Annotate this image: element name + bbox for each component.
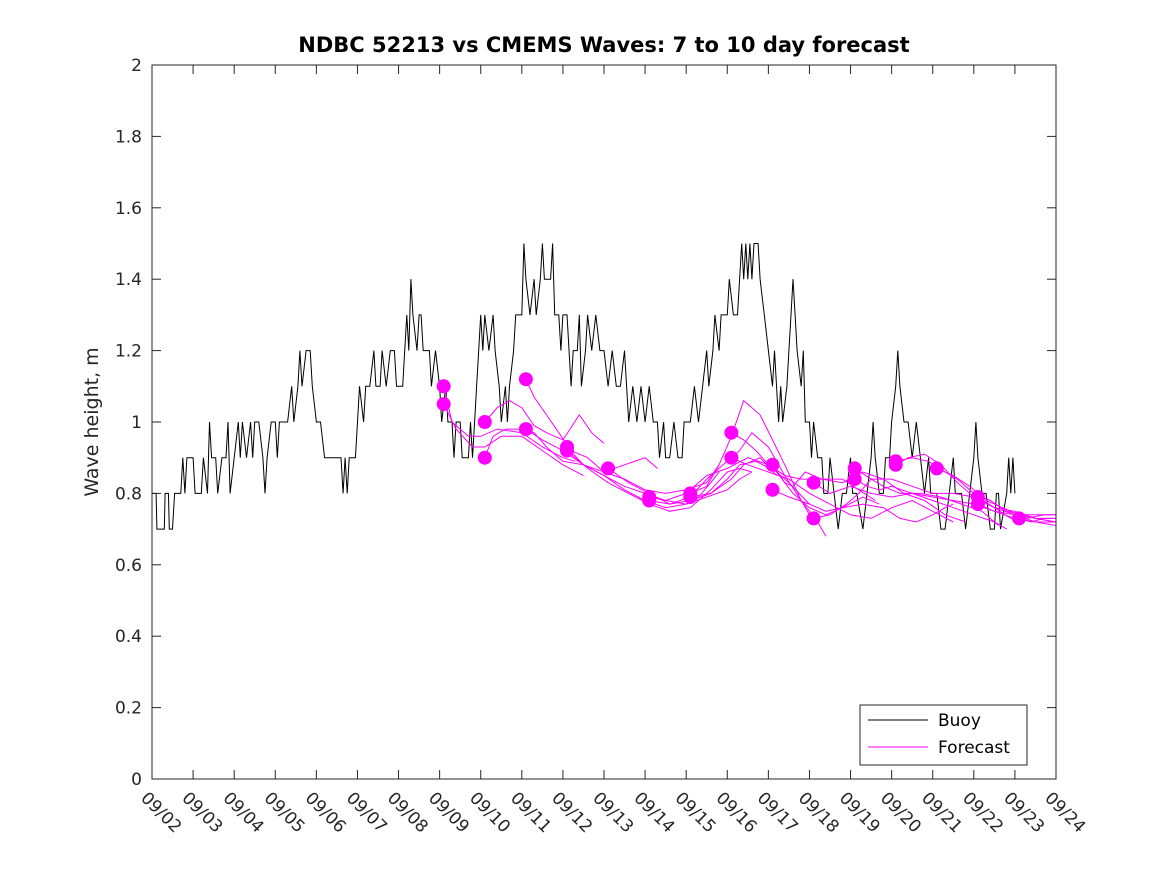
forecast-line-3 [484, 428, 658, 473]
forecast-start-marker-3 [477, 450, 492, 465]
forecast-start-marker-1 [436, 379, 451, 394]
forecast-start-marker-2 [477, 415, 492, 429]
forecast-start-marker-12 [683, 490, 698, 504]
forecast-line-16 [772, 489, 954, 523]
y-tick-label: 1.8 [115, 127, 142, 147]
forecast-start-marker-5 [518, 422, 533, 437]
forecast-line-8 [607, 457, 777, 505]
forecast-line-2 [484, 400, 605, 444]
legend: Buoy Forecast [859, 704, 1028, 766]
forecast-start-marker-7 [560, 443, 574, 458]
legend-label-buoy: Buoy [938, 711, 981, 731]
y-tick-label: 0 [131, 770, 142, 790]
y-axis-label: Wave height, m [81, 347, 103, 496]
forecast-start-marker-19 [847, 461, 862, 476]
series-layer [152, 243, 1056, 537]
y-tick-label: 2 [131, 56, 142, 76]
chart-title: NDBC 52213 vs CMEMS Waves: 7 to 10 day f… [298, 33, 909, 57]
forecast-line-7 [566, 450, 753, 512]
forecast-start-marker-23 [929, 461, 944, 476]
y-tick-label: 0.4 [115, 627, 142, 647]
forecast-start-marker-0 [436, 397, 451, 412]
forecast-start-marker-13 [724, 425, 739, 440]
forecast-start-marker-16 [765, 482, 780, 497]
y-tick-label: 0.6 [115, 556, 142, 576]
forecast-line-18 [813, 478, 999, 526]
forecast-start-marker-26 [1012, 511, 1026, 526]
forecast-line-5 [525, 428, 720, 505]
forecast-start-marker-8 [601, 461, 616, 476]
y-tick-label: 1.4 [115, 270, 142, 290]
forecast-start-marker-14 [724, 450, 739, 465]
forecast-line-11 [690, 399, 827, 537]
forecast-start-marker-10 [642, 493, 657, 508]
forecast-line-20 [854, 478, 1007, 530]
y-tick-label: 0.8 [115, 484, 142, 504]
y-tick-label: 1.2 [115, 342, 142, 362]
forecast-start-marker-25 [970, 497, 985, 512]
forecast-line-10 [649, 431, 810, 516]
forecast-start-marker-17 [806, 475, 821, 490]
legend-box [859, 704, 1028, 766]
y-tick-label: 1 [131, 413, 142, 433]
forecast-start-marker-4 [518, 372, 533, 387]
forecast-line-23 [936, 467, 1056, 523]
forecast-start-marker-18 [806, 511, 821, 526]
forecast-line-22 [895, 453, 1056, 523]
y-tick-label: 1.6 [115, 199, 142, 219]
y-tick-label: 0.2 [115, 699, 142, 719]
forecast-line-6 [566, 446, 753, 509]
forecast-start-marker-15 [765, 457, 780, 472]
forecast-start-marker-22 [888, 457, 903, 472]
buoy-line [152, 243, 1016, 530]
forecast-line-1 [443, 386, 576, 462]
forecast-start-marker-20 [847, 472, 862, 487]
forecast-line-0 [443, 403, 584, 477]
forecast-line-14 [731, 457, 954, 523]
legend-label-forecast: Forecast [938, 738, 1010, 758]
